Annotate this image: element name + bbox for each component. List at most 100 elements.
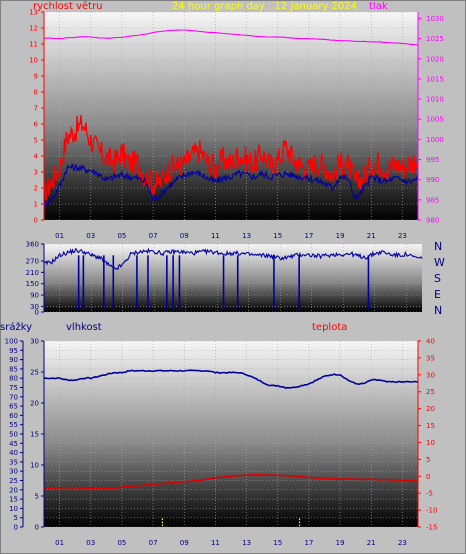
rain-axis-label: 75 [9, 384, 18, 392]
rain-axis-label: 40 [9, 449, 18, 457]
pressure-axis-label: 1020 [426, 55, 444, 63]
compass-west: W [434, 256, 445, 269]
wind-axis-label: 12 [29, 25, 38, 33]
hour-label-bottom: 13 [242, 539, 251, 547]
compass-north: N [434, 240, 442, 253]
series-wind-direction [44, 247, 423, 309]
hour-label-bottom: 05 [117, 539, 126, 547]
direction-axis-label: 270 [26, 258, 39, 266]
direction-axis-label: 150 [26, 280, 39, 288]
wind-axis-label: 2 [34, 185, 38, 193]
temperature-axis-label: 0 [426, 473, 430, 481]
hour-label: 13 [242, 232, 251, 240]
rain-axis-label: 5 [14, 514, 18, 522]
wind-direction-line [44, 247, 423, 271]
humidity-label: vlhkost [66, 322, 102, 333]
hour-label-bottom: 11 [211, 539, 220, 547]
hour-label-bottom: 07 [149, 539, 158, 547]
rain-axis-label: 15 [9, 496, 18, 504]
rain-axis-label: 60 [9, 412, 18, 420]
grid-direction [44, 243, 422, 313]
hour-label-bottom: 03 [86, 539, 95, 547]
rain-axis-label: 20 [9, 486, 18, 494]
temperature-axis-label: 15 [426, 422, 435, 430]
direction-axis-label: 0 [35, 309, 39, 317]
chart-title: 24 hour graph day : 12 January 2024 [172, 1, 357, 12]
direction-axis-label: 30 [30, 303, 39, 311]
humidity-axis-label: 0 [35, 524, 39, 532]
temperature-axis-label: 10 [426, 439, 435, 447]
temperature-axis-label: -10 [426, 507, 437, 515]
pressure-axis-label: 995 [426, 156, 439, 164]
grid-climate [44, 340, 418, 528]
pressure-axis-label: 1000 [426, 136, 444, 144]
rain-axis-label: 10 [9, 505, 18, 513]
hour-label: 21 [367, 232, 376, 240]
humidity-axis-label: 20 [30, 400, 39, 408]
rain-axis-label: 0 [14, 524, 18, 532]
humidity-axis-label: 15 [30, 431, 39, 439]
temperature-axis-label: 35 [426, 354, 435, 362]
hour-label: 05 [117, 232, 126, 240]
hour-label: 07 [149, 232, 158, 240]
wind-gust-line [43, 115, 419, 203]
temperature-label: teplota [312, 322, 347, 333]
hour-label: 23 [398, 232, 407, 240]
direction-axis-label: 360 [26, 241, 39, 249]
humidity-axis-label: 25 [30, 369, 39, 377]
humidity-line [43, 369, 419, 389]
rain-axis-label: 35 [9, 458, 18, 466]
hour-label: 03 [86, 232, 95, 240]
rain-label: srážky [0, 321, 32, 333]
grid-wind [44, 11, 418, 221]
temperature-axis-label: 25 [426, 388, 435, 396]
wind-axis-label: 8 [34, 89, 38, 97]
wind-axis-label: 7 [34, 105, 38, 113]
pressure-axis-label: 985 [426, 196, 439, 204]
hour-label: 11 [211, 232, 220, 240]
rain-axis-label: 50 [9, 431, 18, 439]
hour-label-bottom: 01 [55, 539, 64, 547]
wind-axis-label: 10 [29, 57, 38, 65]
hour-label-bottom: 17 [304, 539, 313, 547]
hour-label-bottom: 23 [398, 539, 407, 547]
rain-axis-label: 95 [9, 347, 18, 355]
pressure-line [43, 29, 419, 46]
series-wind-pressure [43, 29, 419, 207]
wind-axis-label: 9 [34, 73, 38, 81]
compass-north-bottom: N [434, 304, 442, 317]
rain-axis-label: 45 [9, 440, 18, 448]
humidity-axis-label: 10 [30, 462, 39, 470]
wind-axis-label: 6 [34, 121, 39, 129]
wind-axis-label: 13 [29, 9, 38, 17]
series-humidity-temperature [43, 369, 419, 527]
compass-east: E [434, 288, 441, 301]
pressure-axis-label: 1015 [426, 75, 444, 83]
wind-axis-label: 3 [34, 169, 38, 177]
rain-axis-label: 65 [9, 403, 18, 411]
compass-south: S [434, 272, 441, 285]
pressure-axis-label: 980 [426, 217, 439, 225]
temperature-line [43, 473, 419, 490]
temperature-axis-label: 20 [426, 405, 435, 413]
humidity-axis-label: 5 [35, 493, 39, 501]
pressure-axis-label: 1030 [426, 15, 444, 23]
direction-axis-label: 90 [30, 292, 39, 300]
temperature-axis-label: 40 [426, 338, 435, 346]
rain-axis-label: 25 [9, 477, 18, 485]
rain-axis-label: 90 [9, 356, 18, 364]
hour-label: 15 [273, 232, 282, 240]
temperature-axis-label: 30 [426, 371, 435, 379]
pressure-axis-label: 990 [426, 176, 439, 184]
plot-area-wind [44, 12, 418, 220]
hour-label: 01 [55, 232, 64, 240]
pressure-label: tlak [369, 1, 388, 12]
hour-label: 19 [336, 232, 345, 240]
rain-axis-label: 55 [9, 421, 18, 429]
wind-axis-label: 11 [29, 41, 38, 49]
temperature-axis-label: -15 [426, 524, 437, 532]
pressure-axis-label: 1005 [426, 116, 444, 124]
rain-axis-label: 100 [5, 338, 18, 346]
